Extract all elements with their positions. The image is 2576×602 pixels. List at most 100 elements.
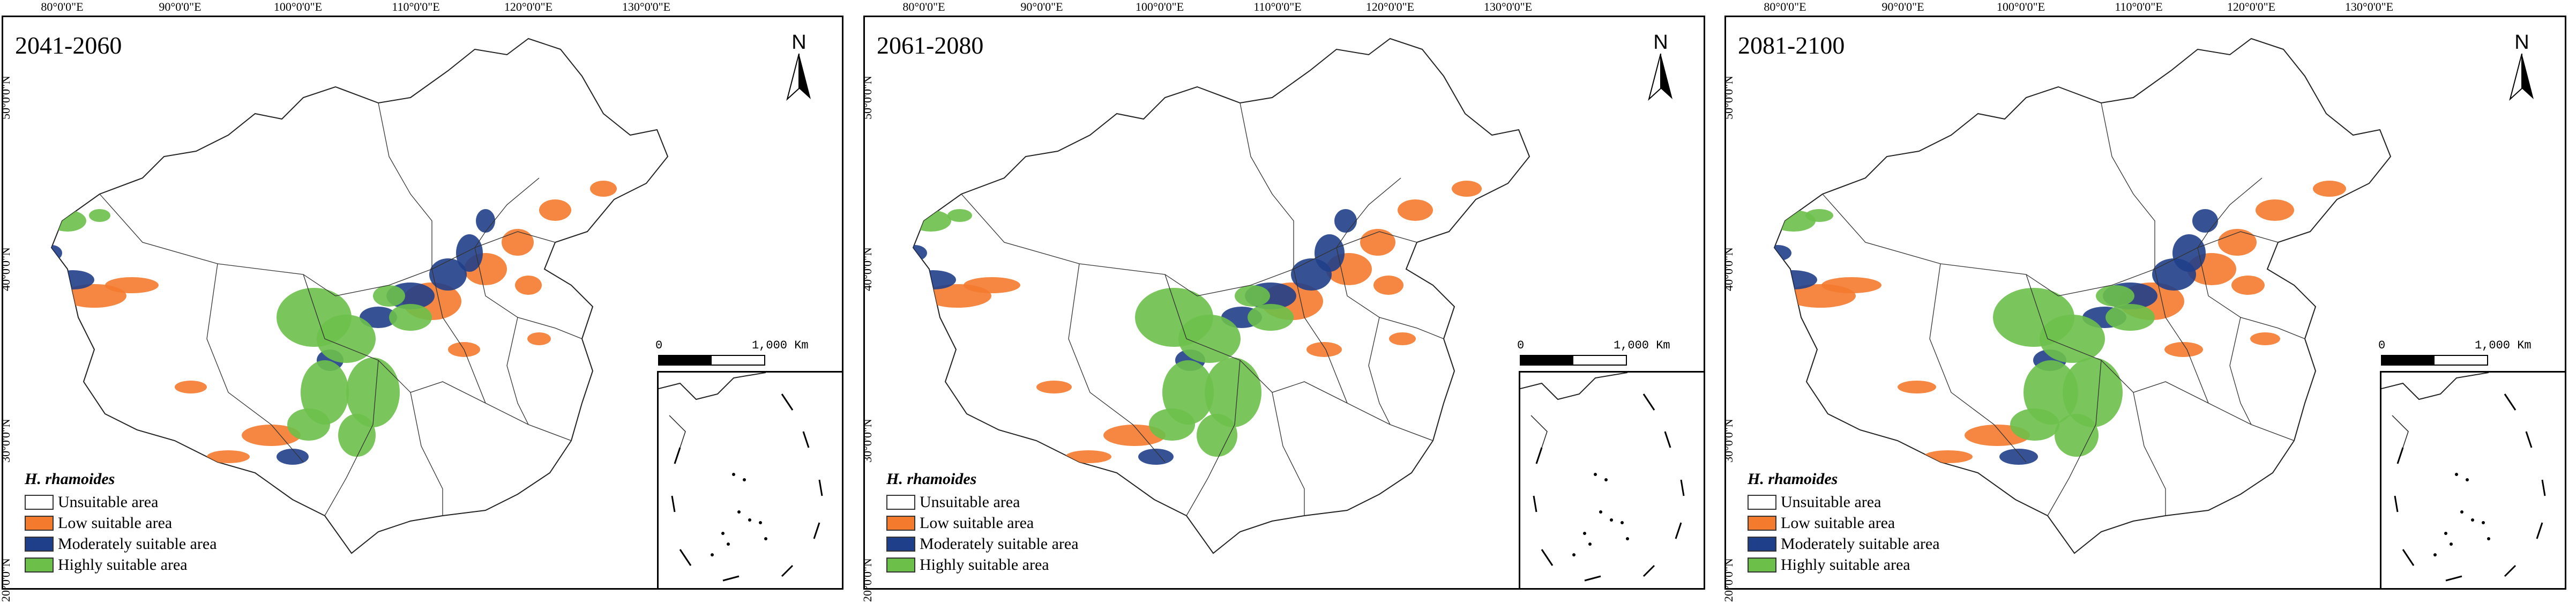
legend-label: Moderately suitable area (58, 534, 217, 553)
suitability-patch-mod (51, 270, 94, 289)
island (711, 553, 714, 556)
legend-item: Moderately suitable area (1748, 533, 1940, 554)
province-boundary (431, 269, 572, 441)
longitude-label: 80°0'0"E (1764, 0, 1806, 13)
nine-dash-segment (781, 393, 794, 411)
nine-dash-segment (1533, 495, 1537, 512)
suitability-patch-low (1389, 332, 1416, 345)
province-boundary (506, 317, 529, 425)
country-outline (1773, 38, 2392, 554)
legend-swatch (886, 557, 915, 573)
suitability-layer (51, 140, 617, 465)
suitability-patch-high (1162, 360, 1214, 425)
suitability-patch-low (242, 425, 301, 446)
china-suitability-map (50, 38, 669, 554)
legend-label: Unsuitable area (1781, 493, 1881, 511)
scale-fill (2382, 356, 2435, 365)
longitude-label: 90°0'0"E (1881, 0, 1924, 13)
suitability-patch-high (947, 209, 972, 222)
suitability-patch-high (301, 360, 349, 425)
nine-dash-segment (1664, 431, 1671, 448)
nine-dash-segment (1642, 393, 1655, 411)
scale-fill (1521, 356, 1573, 365)
suitability-patch-low (175, 381, 207, 393)
suitability-patch-high (338, 414, 376, 457)
legend-swatch (1748, 515, 1776, 531)
island (1599, 510, 1602, 514)
suitability-patch-mod (277, 449, 309, 465)
longitude-label: 110°0'0"E (392, 0, 440, 13)
suitability-patch-mod (913, 245, 927, 261)
nine-dash-segment (2402, 549, 2415, 566)
suitability-patch-high (1805, 209, 1833, 222)
longitude-label: 120°0'0"E (2227, 0, 2276, 13)
longitude-label: 100°0'0"E (273, 0, 323, 13)
legend-swatch (25, 494, 54, 510)
island (764, 537, 767, 540)
inset-map (2381, 372, 2546, 582)
legend-item: Unsuitable area (25, 492, 217, 512)
scale-end-label: 1,000 Km (1614, 339, 1670, 352)
latitude-label: 30°0'0"N (0, 419, 12, 463)
china-suitability-map (1773, 38, 2392, 554)
north-arrow-icon (1648, 54, 1672, 101)
legend-item: Highly suitable area (1748, 554, 1940, 575)
legend: H. rhamoides Unsuitable area Low suitable … (1748, 470, 1940, 575)
suitability-patch-high (2024, 360, 2078, 425)
province-boundary (335, 231, 556, 296)
suitability-patch-high (317, 315, 376, 363)
suitability-patch-low (502, 229, 534, 256)
suitability-patch-low (1373, 276, 1403, 295)
island (1604, 478, 1608, 481)
longitude-label: 100°0'0"E (1135, 0, 1184, 13)
legend-item: Moderately suitable area (25, 533, 217, 554)
inset-map (1520, 372, 1685, 582)
nine-dash-segment (2394, 495, 2399, 512)
legend-item: Low suitable area (1748, 512, 1940, 533)
suitability-patch-mod (1334, 209, 1357, 233)
legend-label: Moderately suitable area (1781, 534, 1940, 553)
nine-dash-segment (1675, 522, 1682, 539)
suitability-patch-high (2105, 304, 2155, 331)
map-panel-2061-2080: 2061-2080 80°0'0"E 90°0'0"E 100°0'0"E 110°0'… (861, 0, 1705, 602)
longitude-ticks: 80°0'0"E 90°0'0"E 100°0'0"E 110°0'0"E 120°0'… (865, 0, 1704, 16)
suitability-patch-low (2218, 229, 2257, 256)
suitability-patch-low (105, 277, 159, 293)
south-china-sea-inset (1519, 371, 1704, 588)
suitability-patch-mod (476, 209, 495, 233)
north-label: N (1653, 31, 1668, 54)
suitability-patch-low (2250, 332, 2280, 345)
island (1621, 521, 1624, 524)
legend-item: Unsuitable area (1748, 492, 1940, 512)
scale-start-label: 0 (2378, 339, 2386, 352)
north-label: N (792, 31, 807, 54)
legend-swatch (1748, 536, 1776, 552)
legend-swatch (25, 536, 54, 552)
north-arrow-icon (2509, 54, 2534, 101)
suitability-patch-mod (456, 234, 483, 272)
suitability-patch-high (1149, 408, 1195, 441)
longitude-label: 80°0'0"E (902, 0, 945, 13)
north-label: N (2514, 31, 2529, 54)
suitability-patch-high (1248, 304, 1294, 331)
legend-swatch (886, 515, 915, 531)
suitability-patch-high (2040, 315, 2105, 363)
province-boundary (2229, 317, 2252, 425)
nine-dash-segment (2525, 431, 2533, 448)
island (1610, 518, 1613, 522)
suitability-patch-high (2063, 358, 2123, 427)
province-boundary (1068, 263, 1166, 463)
suitability-patch-low (539, 199, 571, 221)
legend-title: H. rhamoides (886, 470, 977, 488)
legend-item: Highly suitable area (25, 554, 217, 575)
suitability-patch-low (590, 181, 617, 197)
nine-dash-segment (1680, 479, 1685, 496)
nine-dash-segment (2536, 522, 2543, 539)
suitability-patch-mod (1999, 449, 2038, 465)
suitability-layer (1774, 140, 2346, 465)
scale-track (1520, 355, 1627, 366)
province-boundary (1293, 269, 1433, 441)
scale-bar: 0 1,000 Km (1517, 339, 1689, 366)
suitability-patch-low (1306, 342, 1342, 357)
nine-dash-segment (671, 495, 676, 512)
